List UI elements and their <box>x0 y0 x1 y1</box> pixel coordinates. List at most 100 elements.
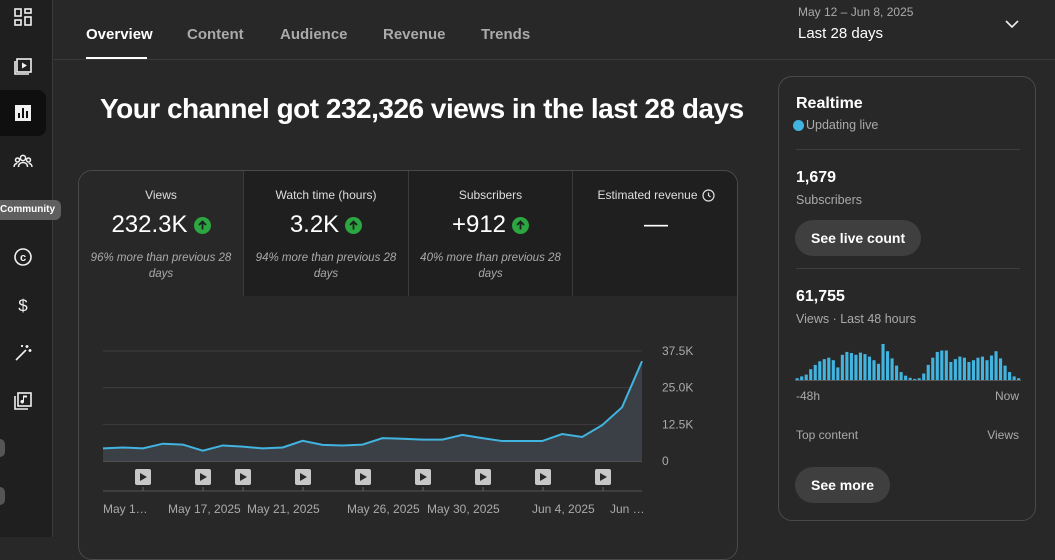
metric-views[interactable]: Views 232.3K 96% more than previous 28 d… <box>79 171 244 296</box>
realtime-bar[interactable] <box>1008 372 1012 380</box>
realtime-bar[interactable] <box>1003 365 1007 380</box>
see-live-count-button[interactable]: See live count <box>795 220 922 256</box>
audio-library-nav[interactable] <box>0 378 46 424</box>
realtime-bar[interactable] <box>994 351 998 380</box>
realtime-bar[interactable] <box>886 351 890 380</box>
realtime-views-label: Views · Last 48 hours <box>796 312 916 326</box>
video-marker[interactable] <box>195 469 211 491</box>
active-tab-indicator <box>86 57 147 59</box>
realtime-bar-chart[interactable] <box>795 339 1021 381</box>
realtime-bar[interactable] <box>867 356 872 380</box>
realtime-bar[interactable] <box>944 350 948 380</box>
realtime-bar[interactable] <box>985 360 989 380</box>
realtime-bar[interactable] <box>953 359 957 380</box>
realtime-bar[interactable] <box>917 378 921 380</box>
realtime-bar[interactable] <box>913 378 917 380</box>
see-more-button[interactable]: See more <box>795 467 891 503</box>
video-marker[interactable] <box>355 469 371 491</box>
realtime-bar[interactable] <box>809 369 813 380</box>
chart-line <box>102 360 643 452</box>
realtime-bar[interactable] <box>931 357 935 380</box>
community-nav[interactable] <box>0 138 46 184</box>
realtime-bar[interactable] <box>989 355 994 380</box>
realtime-bar[interactable] <box>804 374 808 380</box>
realtime-bar[interactable] <box>926 364 930 380</box>
copyright-nav[interactable]: c <box>0 234 46 280</box>
metric-note: 94% more than previous 28 days <box>255 252 397 280</box>
realtime-bar[interactable] <box>949 362 953 380</box>
chevron-down-icon[interactable] <box>1004 16 1020 32</box>
content-nav[interactable] <box>0 42 46 88</box>
realtime-bar[interactable] <box>845 351 849 380</box>
tab-audience[interactable]: Audience <box>280 26 348 43</box>
realtime-bar[interactable] <box>976 357 980 380</box>
analytics-nav[interactable] <box>0 90 46 136</box>
customization-nav[interactable] <box>0 330 46 376</box>
realtime-bar[interactable] <box>858 352 862 380</box>
video-marker[interactable] <box>415 469 431 491</box>
realtime-bar[interactable] <box>795 378 799 380</box>
earn-nav[interactable]: $ <box>0 282 46 328</box>
realtime-bar[interactable] <box>1012 376 1016 380</box>
realtime-bar[interactable] <box>827 357 831 380</box>
realtime-bar[interactable] <box>940 350 944 380</box>
rail-scroll-dot <box>0 487 5 505</box>
realtime-bar[interactable] <box>962 357 966 380</box>
realtime-bar[interactable] <box>1017 378 1021 380</box>
realtime-bar[interactable] <box>813 364 817 380</box>
realtime-bar[interactable] <box>840 354 844 380</box>
tab-revenue[interactable]: Revenue <box>383 26 446 43</box>
realtime-bar[interactable] <box>854 354 858 380</box>
tab-trends[interactable]: Trends <box>481 26 531 43</box>
realtime-bar[interactable] <box>881 344 885 380</box>
realtime-bar[interactable] <box>899 372 903 380</box>
video-marker[interactable] <box>475 469 491 491</box>
realtime-subscribers-label: Subscribers <box>796 193 862 207</box>
realtime-bar[interactable] <box>890 358 894 380</box>
realtime-bar[interactable] <box>999 358 1003 380</box>
dashboard-nav[interactable] <box>0 0 46 40</box>
tab-content[interactable]: Content <box>187 26 244 43</box>
video-marker[interactable] <box>535 469 551 491</box>
video-marker[interactable] <box>135 469 151 491</box>
realtime-bar[interactable] <box>818 361 822 380</box>
community-tooltip: Community <box>0 200 61 220</box>
realtime-card: Realtime Updating live 1,679 Subscribers… <box>778 76 1036 521</box>
realtime-bar[interactable] <box>967 362 971 380</box>
realtime-bar[interactable] <box>895 365 899 380</box>
date-range-dates: May 12 – Jun 8, 2025 <box>798 5 914 19</box>
realtime-bar[interactable] <box>836 367 840 380</box>
dashboard-icon <box>14 8 32 26</box>
metric-revenue[interactable]: Estimated revenue — <box>573 171 737 296</box>
video-marker[interactable] <box>235 469 251 491</box>
metric-subscribers[interactable]: Subscribers +912 40% more than previous … <box>409 171 573 296</box>
realtime-bar[interactable] <box>908 377 912 380</box>
realtime-subscribers: 1,679 <box>796 169 837 186</box>
realtime-bar[interactable] <box>822 359 826 380</box>
tab-overview[interactable]: Overview <box>86 26 153 43</box>
realtime-bar[interactable] <box>922 373 926 380</box>
realtime-bar[interactable] <box>958 356 962 380</box>
metric-value: +912 <box>451 211 507 238</box>
realtime-bar[interactable] <box>904 375 908 380</box>
metric-label: Estimated revenue <box>597 188 698 202</box>
realtime-bar[interactable] <box>800 376 804 380</box>
views-chart[interactable]: 37.5K 25.0K 12.5K 0 May 1… May 17, 2025 May 2… <box>79 296 738 560</box>
realtime-bar[interactable] <box>971 360 975 380</box>
y-tick-label: 37.5K <box>662 344 693 358</box>
metric-label: Watch time (hours) <box>275 188 377 202</box>
x-tick-label: May 21, 2025 <box>247 502 320 516</box>
page-headline: Your channel got 232,326 views in the la… <box>100 93 744 124</box>
realtime-bar[interactable] <box>876 363 881 380</box>
realtime-bar[interactable] <box>863 354 867 380</box>
realtime-bar[interactable] <box>831 360 835 380</box>
metric-watch-time[interactable]: Watch time (hours) 3.2K 94% more than pr… <box>244 171 409 296</box>
video-marker[interactable] <box>595 469 611 491</box>
realtime-bar[interactable] <box>872 360 876 380</box>
live-indicator: Updating live <box>793 118 878 132</box>
date-range-picker[interactable]: May 12 – Jun 8, 2025 Last 28 days <box>798 5 913 42</box>
realtime-bar[interactable] <box>849 353 853 380</box>
video-marker[interactable] <box>295 469 311 491</box>
realtime-bar[interactable] <box>980 356 985 380</box>
realtime-bar[interactable] <box>935 351 939 380</box>
